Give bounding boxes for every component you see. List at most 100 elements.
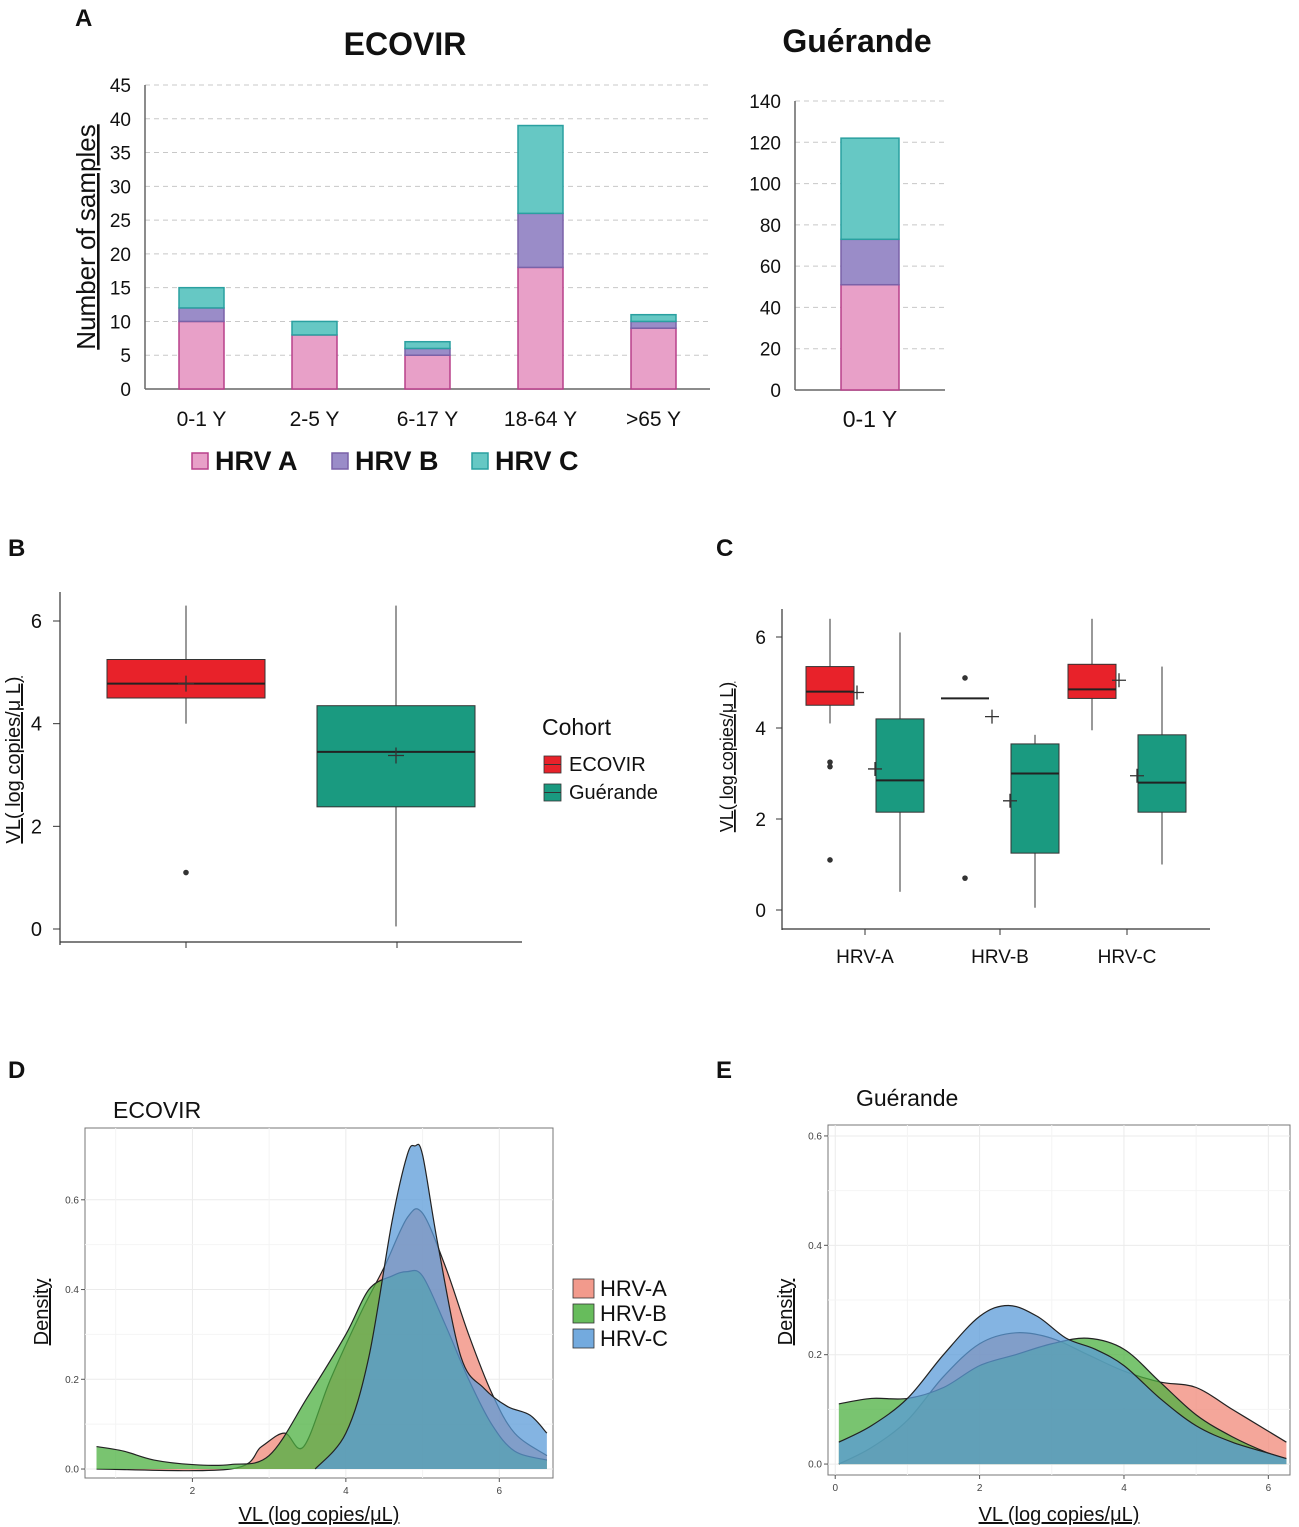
box-hrv-b-guérande-box — [1010, 743, 1060, 854]
density-hrv-a-line — [96, 1208, 548, 1472]
x-tick-label: 0-1 Y — [177, 408, 227, 431]
box-hrv-a-ecovir-outlier — [827, 759, 833, 765]
bar-hrv-b — [840, 238, 900, 286]
density-hrv-c-line — [314, 1143, 548, 1470]
legend-swatch — [331, 452, 349, 470]
box-hrv-c-guérande-mean-marker — [1130, 768, 1144, 783]
y-tick-label: 0.6 — [65, 1195, 79, 1206]
bar-hrv-b — [178, 307, 225, 323]
panel-a-guerande-chart: 0 20 40 60 80 100 120 140 0-1 Y Guérande — [749, 23, 945, 432]
y-tick-label: 2 — [31, 816, 42, 838]
y-tick-label: 0 — [770, 381, 781, 402]
panel-a-ecovir-chart: 0 5 10 15 20 25 30 35 40 45 0-1 Y 2-5 Y 6-17 Y 18-64 … — [71, 26, 710, 476]
legend-label: ECOVIR — [569, 754, 646, 776]
panel-label-b: B — [8, 535, 25, 562]
box-hrv-b-guérande-mean-marker — [1003, 793, 1017, 808]
bar-hrv-a — [630, 327, 677, 390]
x-tick-label: HRV-B — [971, 947, 1029, 968]
y-tick-label: 0.4 — [808, 1241, 822, 1252]
density-hrv-c-line — [838, 1304, 1287, 1460]
y-tick-label: 0 — [31, 919, 42, 941]
chart-title: ECOVIR — [113, 1097, 201, 1123]
y-tick-label: 30 — [110, 177, 131, 198]
x-tick-label: 4 — [343, 1486, 349, 1497]
box-hrv-a-ecovir-outlier — [827, 763, 833, 770]
bar-hrv-b — [404, 347, 451, 356]
x-tick-label: 6 — [497, 1486, 503, 1497]
bar-hrv-c — [178, 286, 225, 309]
y-axis-label: VL( log copies/μ L) — [3, 676, 25, 843]
y-tick-label: 5 — [120, 346, 131, 367]
y-tick-label: 20 — [110, 245, 131, 266]
bar-hrv-c — [630, 313, 677, 323]
y-tick-label: 4 — [31, 714, 42, 736]
bar-hrv-a — [517, 266, 564, 390]
legend-swatch — [572, 1278, 595, 1299]
panel-d-density: 2 4 6 0.0 0.2 0.4 0.6 ECOVIR VL (log copies/μL) D… — [31, 1097, 668, 1526]
legend-swatch — [572, 1328, 595, 1349]
legend-label: HRV-B — [600, 1301, 667, 1326]
y-tick-label: 0.0 — [65, 1465, 79, 1476]
legend-label: HRV-C — [600, 1326, 668, 1351]
bar-hrv-a — [178, 320, 225, 390]
bar-hrv-a — [840, 283, 900, 391]
x-axis-label: VL (log copies/μL) — [239, 1504, 400, 1526]
x-tick-label: HRV-A — [836, 947, 894, 968]
y-tick-label: 35 — [110, 144, 131, 165]
y-tick-label: 140 — [749, 92, 781, 113]
y-tick-label: 45 — [110, 76, 131, 97]
y-tick-label: 0 — [120, 380, 131, 401]
x-tick-label: 6 — [1266, 1483, 1272, 1494]
y-tick-label: 40 — [760, 298, 781, 319]
x-tick-label: 0-1 Y — [843, 406, 898, 432]
x-tick-label: HRV-C — [1098, 947, 1157, 968]
bar-hrv-c — [291, 320, 338, 336]
box-guérande-mean-marker — [388, 747, 404, 764]
legend-swatch — [471, 452, 489, 470]
bar-hrv-c — [404, 340, 451, 350]
x-tick-label: 4 — [1121, 1483, 1127, 1494]
y-axis-label: Number of samples — [71, 124, 101, 349]
panel-e-density: 0 2 4 6 0.0 0.2 0.4 0.6 Guérande VL (log copies/μ… — [775, 1085, 1291, 1526]
panel-label-d: D — [8, 1057, 25, 1084]
panel-label-e: E — [716, 1057, 732, 1084]
chart-title: Guérande — [782, 23, 931, 59]
y-tick-label: 0.2 — [65, 1375, 79, 1386]
box-ecovir-mean-marker — [178, 675, 194, 692]
panel-label-c: C — [716, 535, 733, 562]
y-tick-label: 0.4 — [65, 1285, 79, 1296]
x-tick-label: 0 — [832, 1483, 838, 1494]
panel-b-boxplot: 0 2 4 6 VL( log copies/μ L) Cohort ECOVIR Guéra… — [3, 592, 658, 948]
legend-label: Guérande — [569, 782, 658, 804]
x-axis-label: VL (log copies/μL) — [979, 1504, 1140, 1526]
box-hrv-a-guérande-mean-marker — [868, 761, 882, 776]
panel-c-boxplot: 0 2 4 6 HRV-A HRV-B HRV-C VL( log copies/μ L) — [717, 609, 1210, 968]
box-hrv-b-ecovir-outlier — [962, 875, 968, 881]
x-tick-label: 2 — [190, 1486, 196, 1497]
box-hrv-a-ecovir-mean-marker — [850, 685, 864, 700]
y-tick-label: 0.0 — [808, 1460, 822, 1471]
legend-title: Cohort — [542, 714, 612, 740]
y-tick-label: 40 — [110, 110, 131, 131]
box-hrv-a-ecovir-outlier — [827, 857, 833, 863]
box-ecovir-outlier — [183, 869, 189, 876]
bar-hrv-b — [517, 212, 564, 269]
box-hrv-a-guérande-box — [875, 718, 925, 813]
y-axis-label: Density — [775, 1279, 797, 1346]
y-tick-label: 25 — [110, 211, 131, 232]
x-tick-label: 2 — [977, 1483, 983, 1494]
chart-title: Guérande — [856, 1085, 958, 1111]
y-tick-label: 120 — [749, 133, 781, 154]
box-hrv-c-ecovir-mean-marker — [1112, 673, 1126, 688]
chart-title: ECOVIR — [344, 26, 467, 62]
y-tick-label: 60 — [760, 257, 781, 278]
box-hrv-b-ecovir-mean-marker — [985, 709, 999, 724]
x-tick-label: 6-17 Y — [397, 408, 459, 431]
density-hrv-c-area — [838, 1305, 1287, 1465]
y-tick-label: 2 — [755, 810, 766, 831]
density-hrv-c-area — [315, 1144, 547, 1470]
y-tick-label: 0.2 — [808, 1350, 822, 1361]
x-tick-label: >65 Y — [626, 408, 681, 431]
box-hrv-b-ecovir-outlier — [962, 675, 968, 681]
y-tick-label: 15 — [110, 279, 131, 300]
